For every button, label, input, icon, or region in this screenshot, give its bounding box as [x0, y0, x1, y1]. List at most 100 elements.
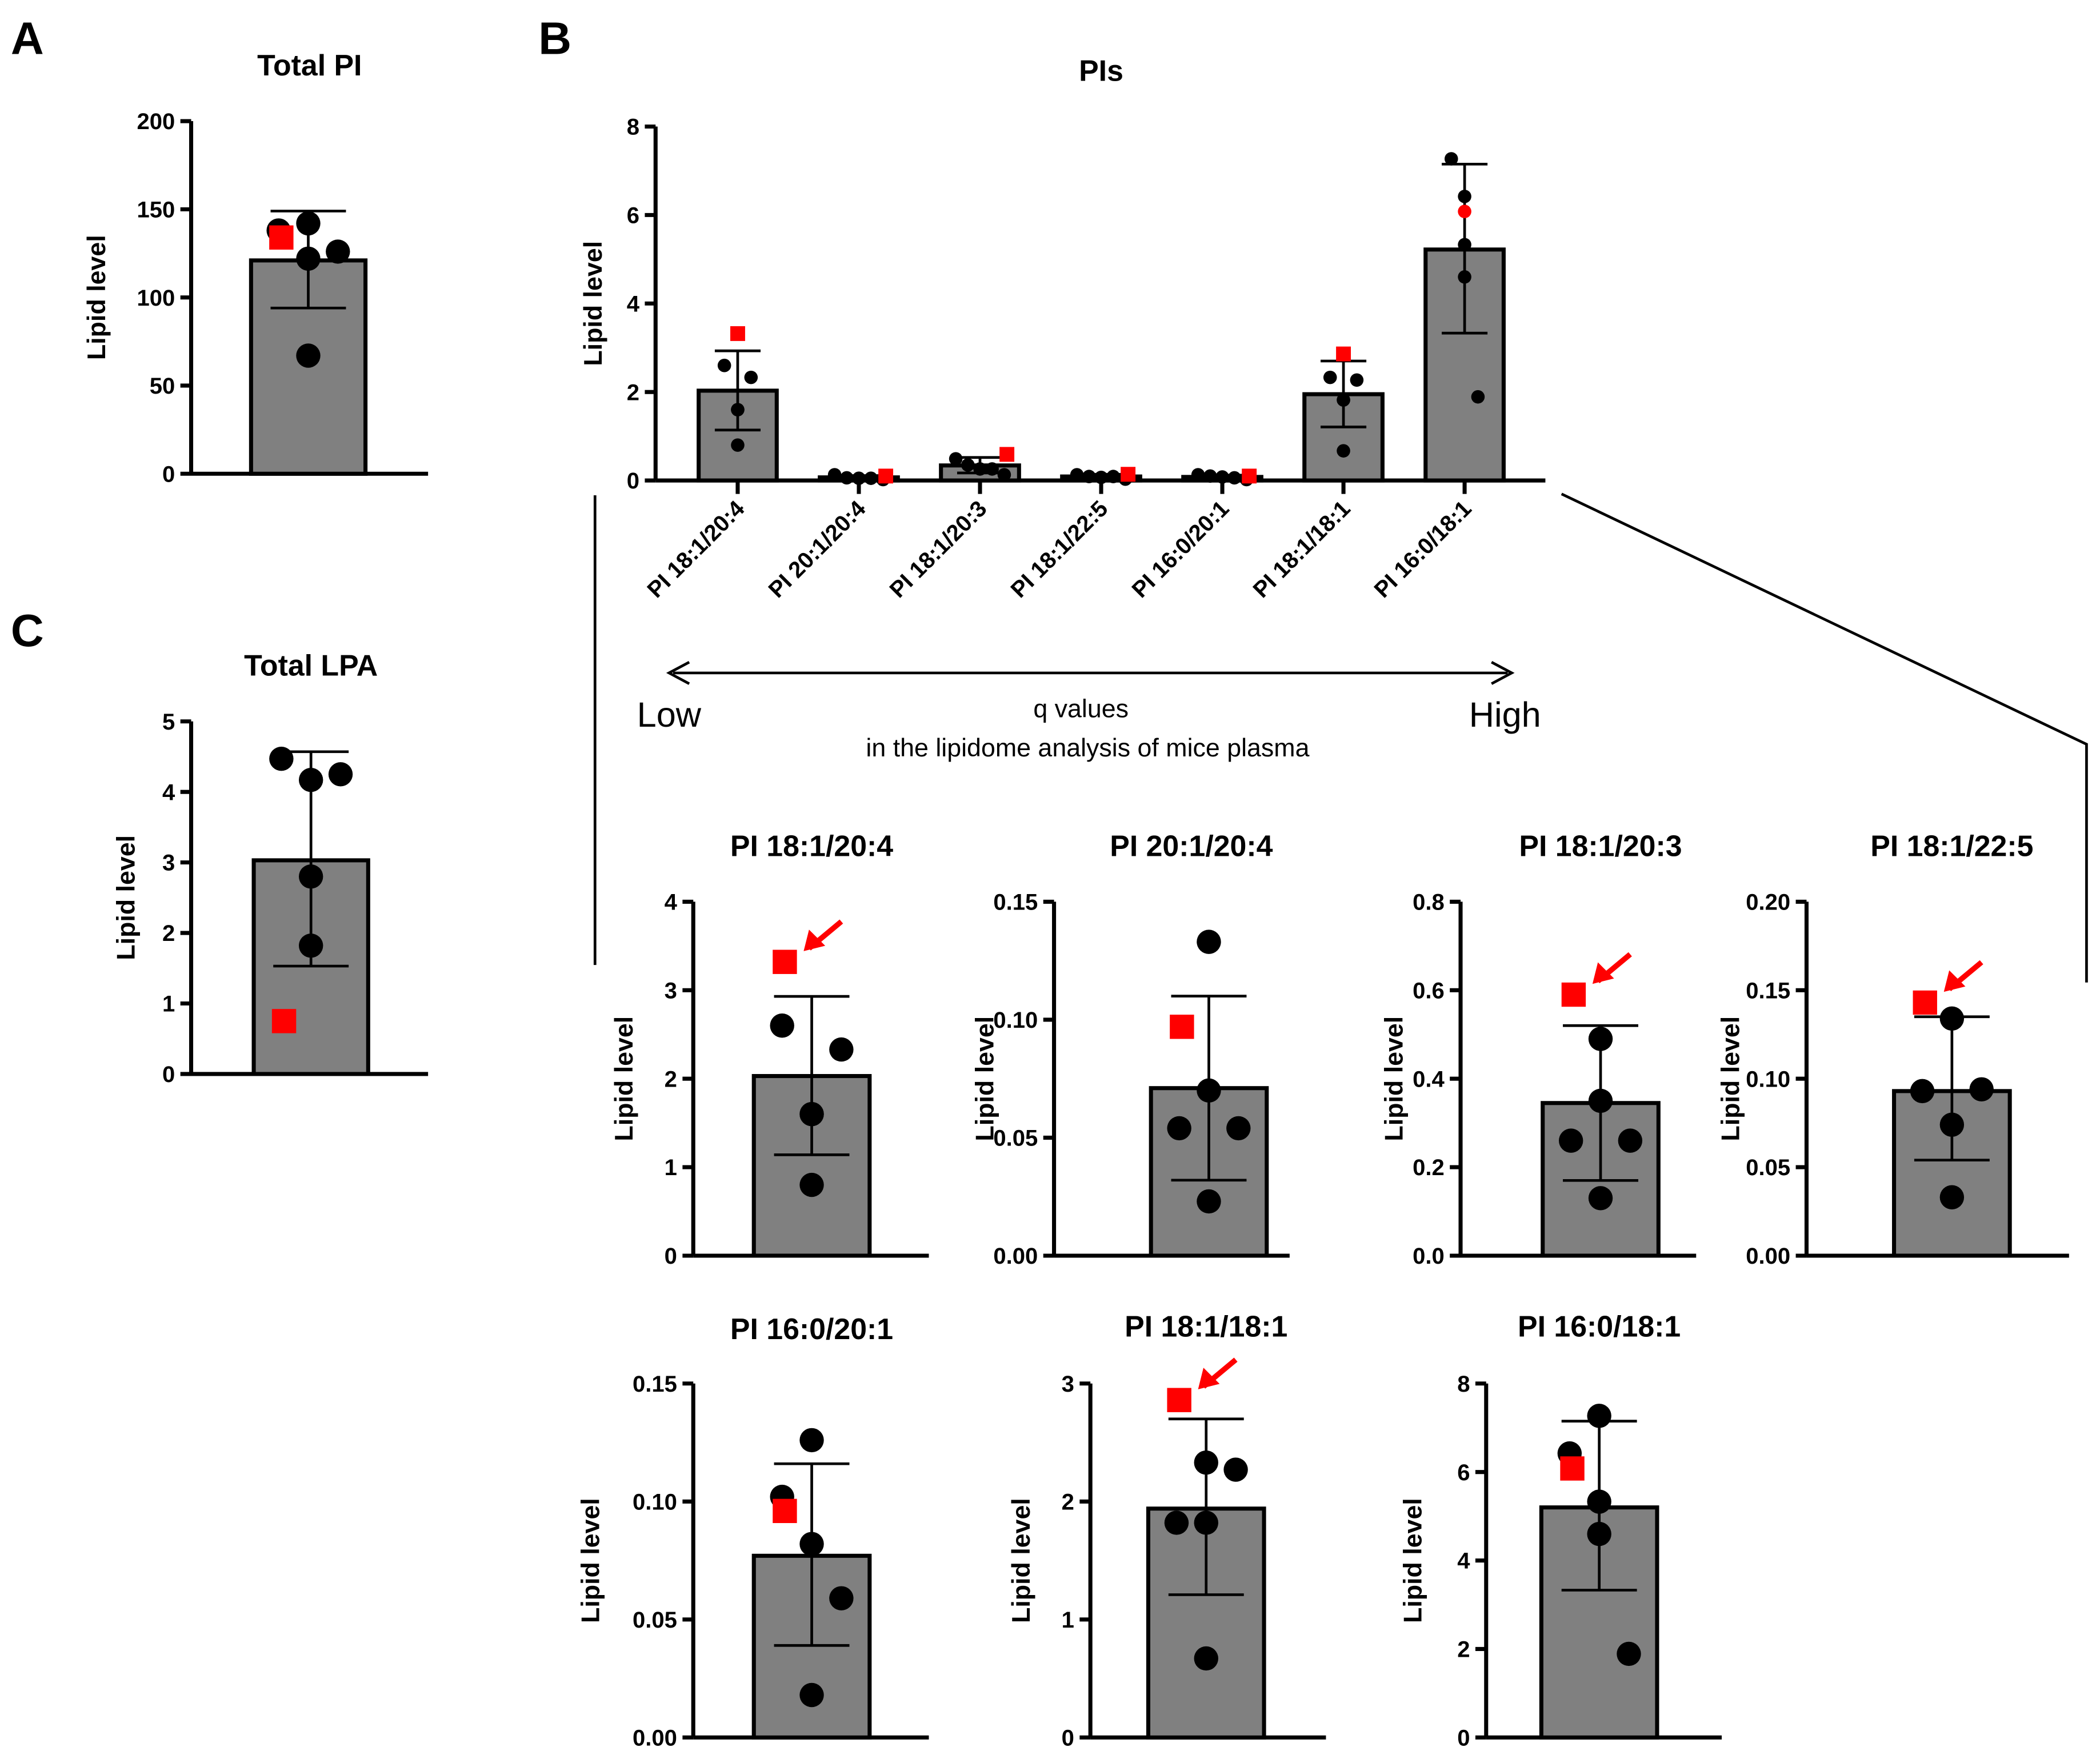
- chart-b2: PI 20:1/20:4 Lipid level 0.00 0.05 0.10 0.15: [971, 829, 1290, 1269]
- data-point: [949, 452, 963, 466]
- chart-title: PI 18:1/20:4: [730, 829, 893, 862]
- data-point: [799, 1532, 824, 1556]
- chart-title: PI 16:0/20:1: [730, 1312, 893, 1345]
- y-axis-label: Lipid level: [576, 1498, 605, 1623]
- data-point: [829, 1037, 854, 1062]
- panel-label-a: A: [11, 12, 44, 63]
- data-point: [1164, 1510, 1189, 1535]
- highlight-point: [999, 447, 1015, 462]
- data-point: [973, 462, 987, 476]
- y-tick-label: 3: [162, 851, 175, 876]
- y-tick-label: 0: [665, 1244, 677, 1269]
- data-point: [1939, 1006, 1965, 1031]
- chart-title: PIs: [1079, 54, 1123, 87]
- y-tick-label: 4: [1457, 1549, 1470, 1574]
- data-point: [1910, 1079, 1935, 1104]
- arrowhead-icon: [1592, 962, 1614, 984]
- y-tick-label: 0.0: [1413, 1244, 1445, 1269]
- highlight-point: [1121, 467, 1136, 482]
- arrow-left-icon: [666, 660, 690, 685]
- data-point: [1191, 468, 1205, 482]
- y-tick-label: 3: [1062, 1372, 1074, 1397]
- data-point: [298, 864, 323, 889]
- data-point: [326, 239, 350, 264]
- highlight-point: [1560, 1456, 1585, 1481]
- chart-title: Total LPA: [244, 649, 378, 682]
- bar-group: [249, 210, 368, 476]
- y-tick-label: 0.10: [993, 1008, 1038, 1033]
- data-point: [1197, 1189, 1221, 1214]
- y-axis-label: Lipid level: [82, 235, 111, 360]
- y-tick-label: 0.20: [1746, 890, 1790, 915]
- chart-title: PI 20:1/20:4: [1110, 829, 1273, 862]
- y-tick-label: 8: [627, 115, 639, 140]
- y-tick-label: 1: [162, 992, 175, 1017]
- highlight-point: [1458, 205, 1471, 218]
- y-tick-label: 1: [1062, 1608, 1074, 1633]
- y-tick-label: 200: [137, 109, 175, 134]
- arrowhead-icon: [803, 929, 826, 951]
- y-tick-label: 0.15: [1746, 978, 1790, 1003]
- y-tick-label: 0.00: [1746, 1244, 1790, 1269]
- x-tick-label: PI 18:1/18:1: [1249, 496, 1355, 603]
- data-point: [731, 403, 745, 416]
- data-point: [1215, 470, 1229, 484]
- data-point: [770, 1013, 794, 1038]
- chart-b3: PI 18:1/20:3 Lipid level 0.0 0.2 0.4 0.6 0.8: [1380, 829, 1697, 1269]
- y-tick-label: 0.15: [993, 890, 1038, 915]
- chart-title: PI 18:1/22:5: [1870, 829, 2033, 862]
- data-point: [1227, 471, 1242, 485]
- data-point: [1458, 270, 1471, 284]
- chart-title: PI 18:1/18:1: [1125, 1309, 1287, 1343]
- data-point: [1197, 1078, 1221, 1103]
- data-point: [827, 468, 842, 482]
- data-point: [1587, 1489, 1611, 1514]
- y-tick-label: 0.2: [1413, 1155, 1445, 1180]
- data-point: [997, 468, 1011, 482]
- bar-group: [1892, 960, 2012, 1258]
- chart-title: Total PI: [257, 49, 362, 82]
- data-point: [840, 471, 854, 485]
- x-tick-label: PI 16:0/20:1: [1127, 496, 1234, 603]
- y-tick-label: 2: [1457, 1637, 1470, 1662]
- x-tick-label: PI 16:0/18:1: [1370, 496, 1477, 603]
- data-point: [799, 1428, 824, 1453]
- data-point: [1070, 468, 1084, 482]
- y-tick-label: 100: [137, 286, 175, 311]
- data-point: [1458, 190, 1471, 203]
- data-point: [731, 438, 745, 452]
- data-point: [1226, 1116, 1251, 1141]
- y-axis-label: Lipid level: [1399, 1498, 1427, 1623]
- chart-title: PI 18:1/20:3: [1519, 829, 1682, 862]
- data-point: [799, 1101, 824, 1127]
- highlight-point: [1336, 346, 1351, 362]
- data-point: [1939, 1112, 1965, 1137]
- highlight-point: [878, 468, 894, 484]
- data-point: [717, 358, 731, 372]
- q-value-axis: Low High q values in the lipidome analys…: [637, 660, 1541, 762]
- y-tick-label: 0.8: [1413, 890, 1445, 915]
- data-point: [1323, 370, 1337, 384]
- chart-title: PI 16:0/18:1: [1518, 1309, 1681, 1343]
- bar-group: PI 18:1/20:3: [885, 447, 1021, 603]
- y-tick-label: 2: [627, 380, 639, 405]
- data-point: [1203, 469, 1217, 483]
- chart-b7: PI 16:0/18:1 Lipid level 0 2 4 6 8: [1399, 1309, 1722, 1750]
- x-tick-label: PI 18:1/20:4: [643, 496, 750, 603]
- y-tick-label: 2: [665, 1067, 677, 1092]
- bar-group: PI 16:0/18:1: [1370, 152, 1506, 603]
- data-point: [1458, 238, 1471, 252]
- bar-group: [1541, 952, 1661, 1258]
- data-point: [1194, 1510, 1218, 1535]
- data-point: [1337, 393, 1350, 407]
- y-axis-label: Lipid level: [1007, 1498, 1035, 1623]
- bar-group: [251, 746, 370, 1076]
- data-point: [799, 1172, 824, 1197]
- y-tick-label: 0: [162, 1062, 175, 1087]
- data-point: [1082, 470, 1096, 483]
- y-tick-label: 0.05: [633, 1608, 677, 1633]
- data-point: [1167, 1116, 1191, 1141]
- bar-group: PI 20:1/20:4: [764, 468, 900, 603]
- data-point: [1618, 1128, 1643, 1153]
